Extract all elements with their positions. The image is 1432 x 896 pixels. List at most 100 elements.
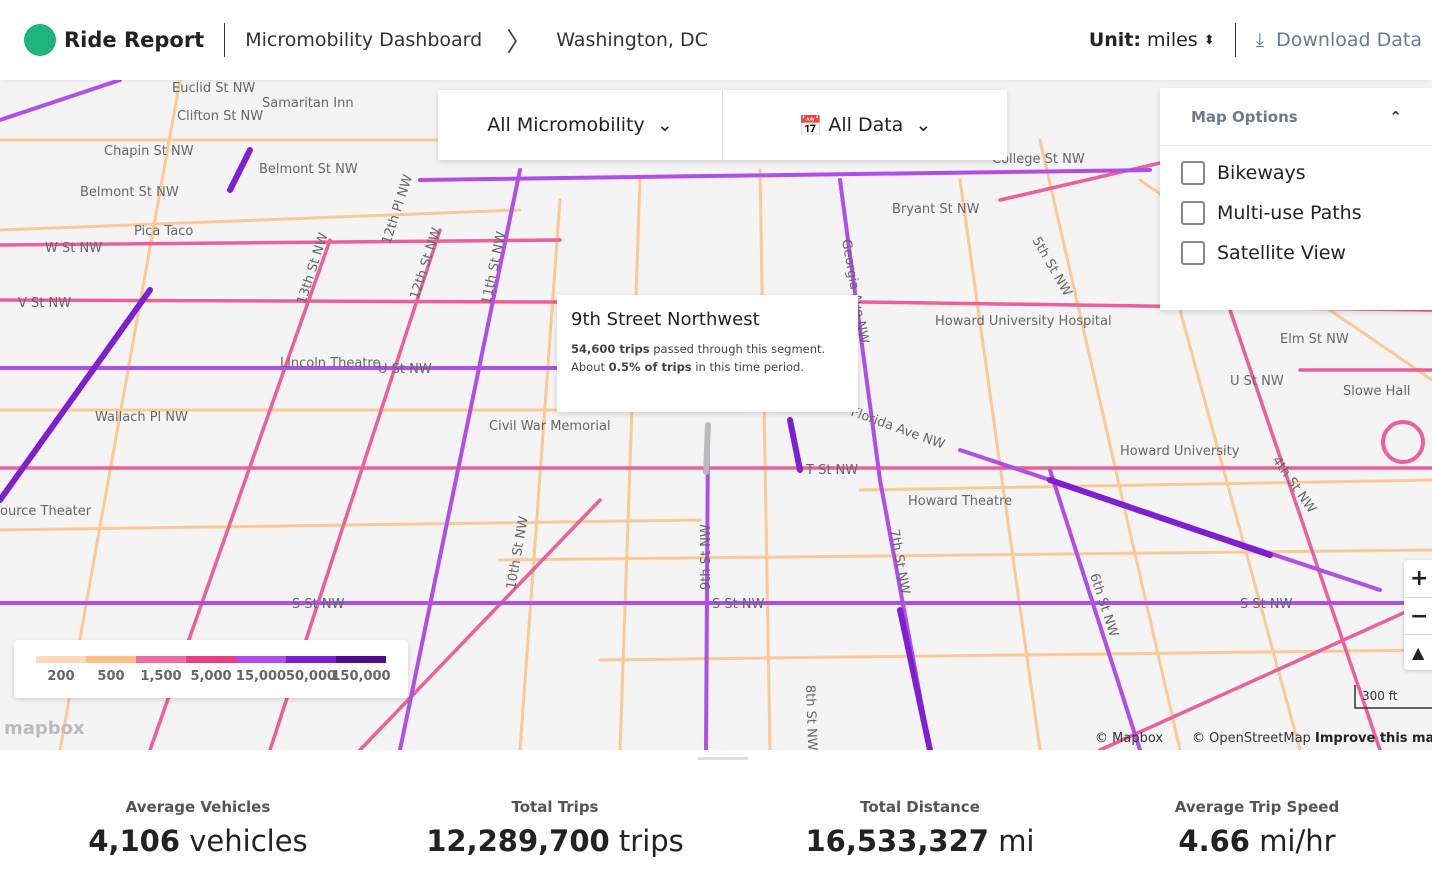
legend-label: 5,000 (190, 669, 231, 684)
header-actions: Unit: miles ⬍ ⤓ Download Data (1089, 23, 1422, 57)
map-label: Howard Theatre (908, 494, 1012, 509)
mapbox-logo: mapbox (4, 718, 85, 739)
brand[interactable]: Ride Report (24, 24, 204, 56)
option-label: Multi-use Paths (1217, 202, 1362, 224)
breadcrumb[interactable]: Washington, DC (556, 29, 708, 51)
stat: Average Trip Speed 4.66 mi/hr (1077, 798, 1432, 858)
date-dropdown[interactable]: 📅 All Data ⌄ (722, 90, 1007, 160)
header: Ride Report Micromobility Dashboard 〉 Wa… (0, 0, 1432, 80)
tooltip-text: 54,600 trips passed through this segment… (571, 340, 844, 376)
streets (0, 80, 1432, 750)
map-label: 9th St NW (699, 524, 714, 590)
stat-label: Average Vehicles (125, 798, 271, 816)
map-label: Howard University (1120, 444, 1240, 459)
map-label: Bryant St NW (892, 202, 980, 217)
map-label: Wallach Pl NW (95, 410, 188, 425)
map-label: S St NW (292, 597, 345, 612)
checkbox[interactable] (1181, 201, 1205, 225)
map-label: S St NW (1240, 597, 1293, 612)
breadcrumb[interactable]: Micromobility Dashboard (245, 29, 483, 51)
zoom-in[interactable]: + (1410, 566, 1429, 591)
attribution[interactable]: Improve this ma (1315, 731, 1432, 746)
option-label: Bikeways (1217, 162, 1306, 184)
stat-unit: vehicles (189, 824, 308, 858)
stat-label: Total Trips (511, 798, 599, 816)
zoom-out[interactable]: − (1404, 597, 1432, 634)
filter-bar: All Micromobility ⌄ 📅 All Data ⌄ (438, 90, 1007, 160)
stat-value: 4.66 (1178, 824, 1250, 858)
map-label: Florida Ave NW (849, 405, 947, 453)
map-label: Pica Taco (134, 224, 193, 239)
map-label: Slowe Hall (1343, 384, 1411, 399)
map-options: Map Options ⌃ Bikeways Multi-use Paths Sa… (1160, 88, 1432, 310)
map-label: Euclid St NW (172, 81, 255, 96)
separator (1234, 23, 1236, 57)
checkbox[interactable] (1181, 241, 1205, 265)
map-label: Elm St NW (1280, 332, 1349, 347)
legend-label: 500 (97, 669, 124, 684)
stat-value: 4,106 (88, 824, 181, 858)
map-label: 12th Pl NW (380, 173, 417, 246)
map-label: U St NW (1230, 374, 1284, 389)
stat-unit: mi (998, 824, 1035, 858)
map-options-header[interactable]: Map Options ⌃ (1160, 88, 1432, 146)
map-label: V St NW (18, 296, 71, 311)
tooltip: 9th Street Northwest 54,600 trips passed… (557, 295, 858, 412)
legend: 200 500 1,500 5,000 15,000 50,000 150,000 (14, 640, 408, 698)
collapse-icon: ⌃ (1389, 107, 1402, 126)
legend-swatch (236, 656, 286, 663)
stat: Average Vehicles 4,106 vehicles (18, 798, 378, 858)
map-label: Lincoln Theatre (280, 356, 380, 371)
tooltip-share: 0.5% of trips (608, 360, 692, 374)
stat-unit: mi/hr (1259, 824, 1336, 858)
scale-label: 300 ft (1362, 689, 1398, 703)
checkbox[interactable] (1181, 161, 1205, 185)
map-label: 7th St NW (886, 528, 912, 596)
map-label: Clifton St NW (177, 109, 263, 124)
map-label: S St NW (712, 597, 765, 612)
date-text: All Data (828, 114, 904, 136)
map-label: W St NW (45, 241, 102, 256)
legend-label: 1,500 (140, 669, 181, 684)
stats-bar: Average Vehicles 4,106 vehicles Total Tri… (0, 750, 1432, 896)
map-label: ource Theater (0, 504, 92, 519)
map-label: 12th St NW (408, 226, 445, 301)
compass[interactable]: ▲ (1404, 634, 1432, 670)
map-label: 10th St NW (504, 515, 532, 591)
legend-swatch (136, 656, 186, 663)
map-label: 4th St NW (1269, 454, 1319, 517)
download-text: Download Data (1276, 29, 1422, 51)
unit-label: Unit: (1088, 29, 1141, 51)
unit-select[interactable]: miles (1147, 29, 1198, 51)
mode-text: All Micromobility (487, 114, 645, 136)
legend-label: 15,000 (236, 669, 286, 684)
logo (24, 24, 56, 56)
legend-swatch (336, 656, 386, 663)
legend-label: 200 (47, 669, 74, 684)
download-button[interactable]: ⤓ Download Data (1255, 29, 1422, 51)
legend-label: 50,000 (286, 669, 336, 684)
map[interactable]: Euclid St NW Clifton St NW Samaritan Inn… (0, 80, 1432, 750)
brand-name: Ride Report (64, 28, 205, 52)
separator (224, 23, 226, 57)
map-label: Civil War Memorial (489, 419, 611, 434)
map-label: Belmont St NW (80, 185, 179, 200)
map-options-title: Map Options (1191, 107, 1298, 126)
stat: Total Trips 12,289,700 trips (375, 798, 735, 858)
attribution[interactable]: © Mapbox (1095, 731, 1163, 746)
map-label: T St NW (805, 463, 858, 478)
legend-swatch (36, 656, 86, 663)
stat-unit: trips (618, 824, 684, 858)
mode-dropdown[interactable]: All Micromobility ⌄ (487, 114, 673, 136)
option[interactable]: Bikeways (1181, 160, 1432, 186)
map-label: Samaritan Inn (262, 96, 354, 111)
legend-swatch (186, 656, 236, 663)
option[interactable]: Satellite View (1181, 240, 1432, 266)
drag-handle[interactable] (698, 757, 748, 760)
map-label: Chapin St NW (104, 144, 194, 159)
legend-swatch (286, 656, 336, 663)
option[interactable]: Multi-use Paths (1181, 200, 1432, 226)
tooltip-text-part: passed through this segment. About (571, 342, 826, 374)
attribution[interactable]: © OpenStreetMap (1192, 731, 1311, 746)
